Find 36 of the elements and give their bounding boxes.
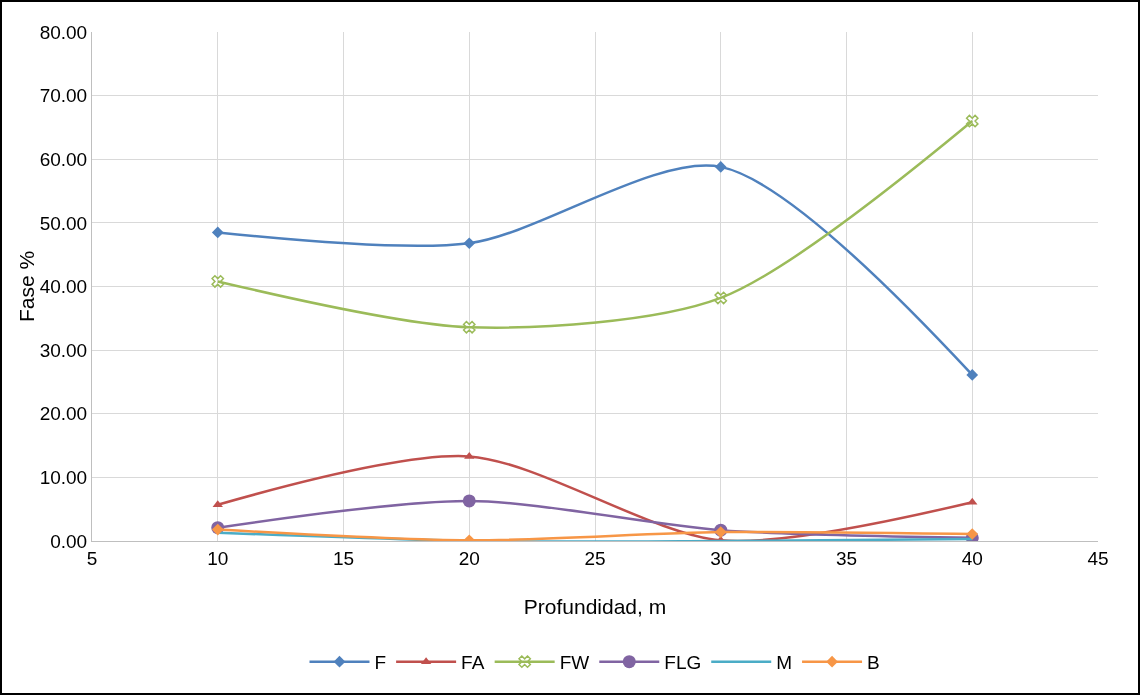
y-tick-label: 0.00 (50, 530, 88, 552)
y-tick-label: 80.00 (39, 21, 88, 43)
point (714, 291, 728, 305)
x-tick-label: 10 (207, 547, 229, 569)
x-tick-label: 40 (961, 547, 983, 569)
point (211, 226, 224, 239)
x-tick-label: 15 (332, 547, 355, 569)
x-tick-label: 20 (458, 547, 480, 569)
x-tick-label: 45 (1087, 547, 1109, 569)
point (714, 161, 727, 173)
point (462, 320, 476, 334)
legend-label: FLG (664, 652, 702, 674)
y-tick-label: 10.00 (39, 467, 88, 489)
point (464, 451, 475, 459)
point (211, 275, 225, 288)
y-tick-label: 40.00 (39, 276, 88, 298)
x-tick-label: 35 (835, 547, 858, 569)
point (966, 369, 979, 381)
point (965, 114, 979, 128)
point (462, 494, 476, 508)
x-tick-label: 30 (710, 547, 732, 569)
x-tick-label: 25 (584, 547, 606, 569)
point (463, 237, 476, 250)
x-axis-title: Profundidad, m (523, 595, 667, 618)
y-tick-label: 60.00 (39, 148, 88, 170)
y-tick-label: 70.00 (39, 85, 88, 107)
legend-label: B (867, 652, 880, 674)
legend-label: M (776, 652, 793, 674)
legend-label: F (374, 652, 387, 674)
y-tick-label: 50.00 (39, 212, 88, 234)
legend-label: FA (461, 652, 485, 674)
x-tick-label: 5 (86, 547, 98, 569)
legend-label: FW (559, 652, 590, 674)
y-tick-label: 20.00 (39, 403, 88, 425)
y-tick-label: 30.00 (39, 339, 88, 361)
y-axis-title: Fase % (14, 250, 38, 323)
